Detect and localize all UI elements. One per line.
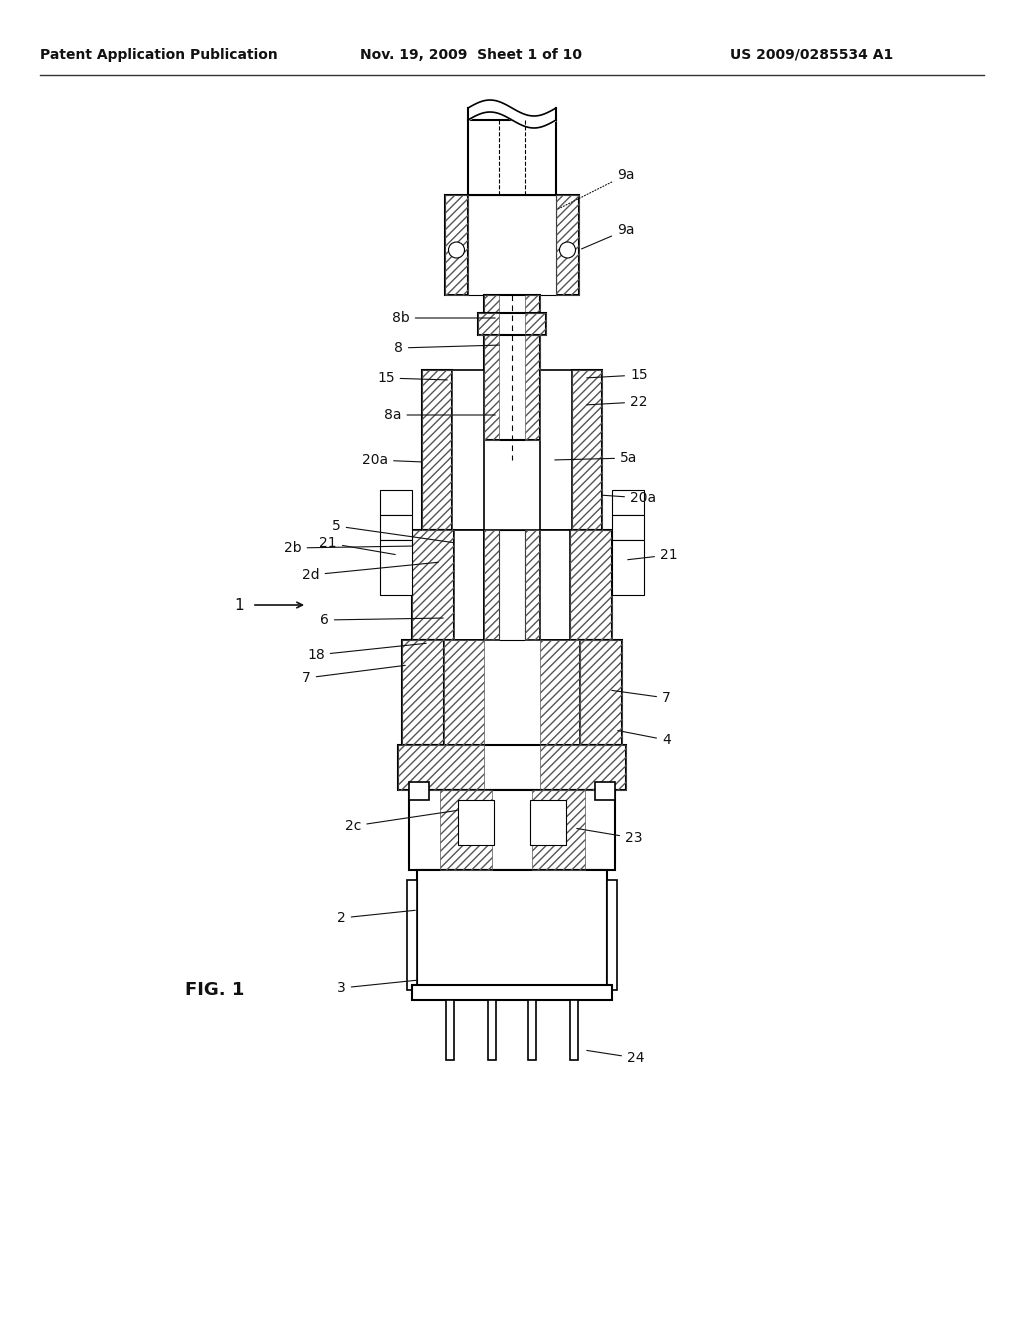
Text: 2: 2 [337,911,416,925]
Bar [398,744,626,789]
Text: Patent Application Publication: Patent Application Publication [40,48,278,62]
Text: 5a: 5a [555,451,637,465]
Text: FIG. 1: FIG. 1 [185,981,245,999]
Bar [499,531,525,640]
Bar [445,195,468,294]
Circle shape [559,242,575,257]
Bar [532,789,585,870]
Bar [409,789,615,870]
Text: 7: 7 [611,690,671,705]
Bar [446,1001,454,1060]
Bar [478,313,546,335]
Bar [525,313,546,335]
Text: US 2009/0285534 A1: US 2009/0285534 A1 [730,48,893,62]
Text: 15: 15 [377,371,447,385]
Bar [484,294,540,440]
Bar [612,490,644,515]
Text: 3: 3 [337,981,416,995]
Bar [484,531,499,640]
Text: 22: 22 [587,395,647,409]
Text: 21: 21 [319,536,395,554]
Bar [402,640,444,744]
Bar [445,195,468,294]
Bar [488,1001,496,1060]
Text: 5: 5 [332,519,454,543]
Bar [556,195,579,294]
Bar [402,640,444,744]
Bar [612,515,644,540]
Bar [484,531,540,640]
Text: 18: 18 [307,643,426,663]
Bar [398,744,484,789]
Circle shape [449,242,465,257]
Bar [412,985,612,1001]
Text: 1: 1 [234,598,244,612]
Bar [452,370,484,531]
Bar [580,640,622,744]
Bar [612,540,644,595]
Bar [412,531,454,640]
Text: 8b: 8b [392,312,496,325]
Bar [525,531,540,640]
Bar [540,744,626,789]
Bar [528,1001,536,1060]
Bar [417,870,607,990]
Text: 7: 7 [302,665,406,685]
Bar [540,370,572,531]
Bar [478,313,499,335]
Bar [444,640,484,744]
Bar [412,531,454,640]
Bar [458,800,494,845]
Bar [540,531,570,640]
Bar [468,120,556,195]
Text: Nov. 19, 2009  Sheet 1 of 10: Nov. 19, 2009 Sheet 1 of 10 [360,48,582,62]
Bar [570,531,612,640]
Bar [468,195,556,294]
Bar [556,195,579,294]
Text: 2b: 2b [284,541,413,554]
Text: 20a: 20a [602,491,656,506]
Bar [439,789,492,870]
Bar [572,370,602,531]
Text: 15: 15 [587,368,647,381]
Bar [484,294,499,440]
Bar [595,781,615,800]
Text: 6: 6 [319,612,443,627]
Text: 9a: 9a [558,168,635,209]
Text: 20a: 20a [362,453,421,467]
Bar [380,515,412,540]
Bar [380,540,412,595]
Bar [572,370,602,531]
Text: 23: 23 [577,829,642,845]
Bar [570,1001,578,1060]
Bar [580,640,622,744]
Text: 9a: 9a [582,223,635,249]
Bar [525,294,540,440]
Bar [407,880,417,990]
Bar [380,490,412,515]
Text: 8a: 8a [384,408,496,422]
Text: 4: 4 [617,730,671,747]
Text: 2d: 2d [302,562,438,582]
Text: 24: 24 [587,1051,644,1065]
Bar [530,800,566,845]
Bar [422,370,452,531]
Bar [422,370,452,531]
Bar [409,781,429,800]
Text: 8: 8 [394,341,500,355]
Text: 21: 21 [628,548,678,562]
Bar [570,531,612,640]
Text: 2c: 2c [345,810,458,833]
Bar [454,531,484,640]
Bar [607,880,617,990]
Bar [540,640,580,744]
Bar [444,640,580,744]
